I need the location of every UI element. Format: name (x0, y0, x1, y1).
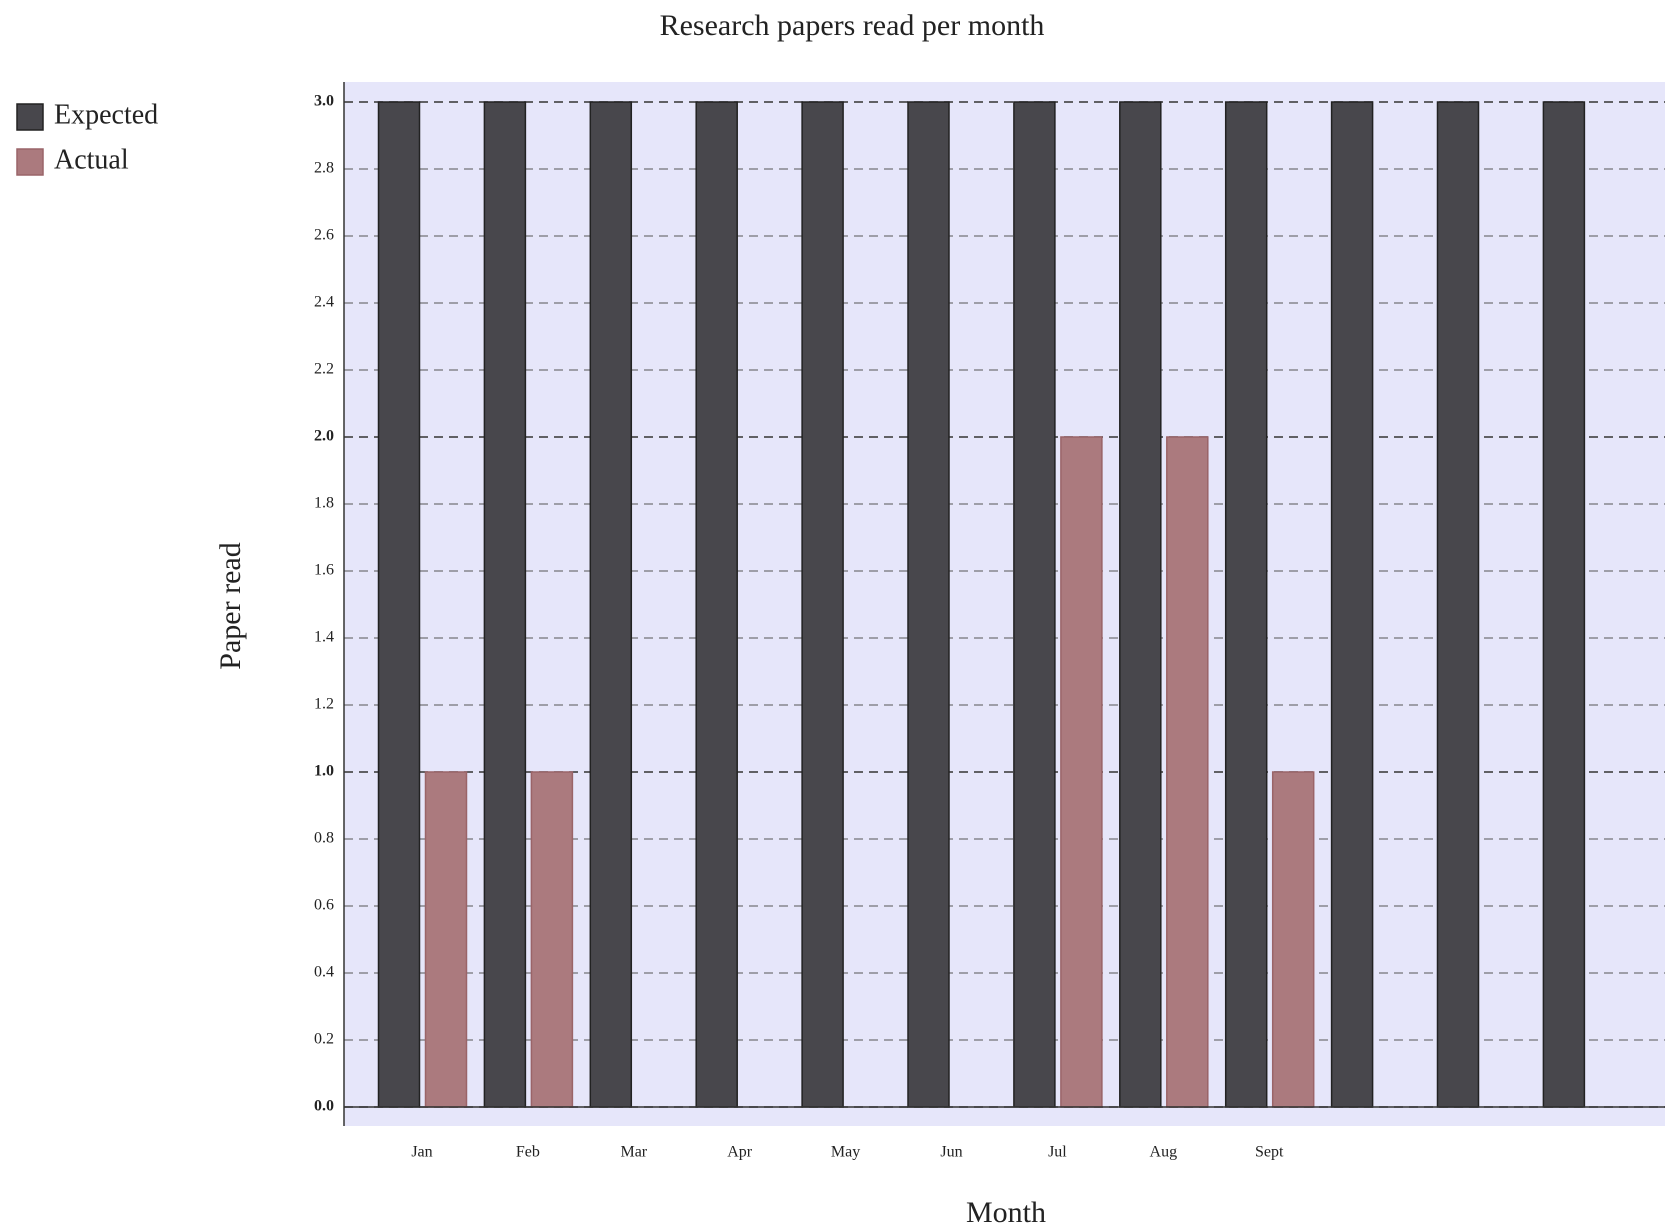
x-tick-label: Aug (1150, 1144, 1178, 1161)
x-tick-label: Mar (620, 1144, 647, 1161)
bar (1119, 101, 1162, 1108)
y-tick-label: 1.0 (314, 763, 334, 780)
x-tick-label: Apr (727, 1144, 753, 1161)
x-tick-label: Jan (411, 1144, 432, 1161)
y-tick-label: 0.6 (314, 897, 334, 914)
x-tick-label: Feb (516, 1144, 540, 1161)
y-tick-label: 2.2 (314, 361, 334, 378)
y-tick-label: 0.2 (314, 1031, 334, 1048)
x-axis-label: Month (966, 1196, 1046, 1229)
bar (1436, 101, 1480, 1108)
legend-swatch (16, 103, 44, 131)
bar (907, 101, 950, 1108)
bar (1224, 101, 1268, 1108)
y-tick-label: 2.0 (314, 428, 334, 445)
chart-title: Research papers read per month (660, 9, 1045, 42)
x-tick-label: Jul (1048, 1144, 1067, 1161)
bar (1166, 436, 1209, 1108)
y-tick-label: 0.8 (314, 830, 334, 847)
bar (1271, 771, 1315, 1108)
bar (530, 771, 574, 1108)
legend-label: Actual (54, 144, 129, 175)
y-tick-label: 3.0 (314, 93, 334, 110)
y-axis-label: Paper read (214, 542, 247, 669)
bar (1542, 101, 1586, 1108)
y-tick-label: 2.8 (314, 160, 334, 177)
x-tick-label: Sept (1255, 1144, 1284, 1161)
bar (424, 771, 468, 1108)
bar (695, 101, 738, 1108)
y-tick-label: 2.4 (314, 294, 334, 311)
legend-label: Expected (54, 99, 158, 130)
y-tick-label: 2.6 (314, 227, 334, 244)
bar (1330, 101, 1374, 1108)
bar (1013, 101, 1056, 1108)
x-tick-label: May (831, 1144, 860, 1161)
bar (589, 101, 633, 1108)
bar (377, 101, 421, 1108)
bar (483, 101, 527, 1108)
y-tick-label: 0.0 (314, 1098, 334, 1115)
y-tick-label: 1.2 (314, 696, 334, 713)
y-tick-label: 1.4 (314, 629, 334, 646)
bar (1060, 436, 1103, 1108)
legend-swatch (16, 148, 44, 176)
y-tick-label: 0.4 (314, 964, 334, 981)
y-tick-label: 1.6 (314, 562, 334, 579)
bar (801, 101, 844, 1108)
y-tick-label: 1.8 (314, 495, 334, 512)
x-tick-label: Jun (940, 1144, 962, 1161)
